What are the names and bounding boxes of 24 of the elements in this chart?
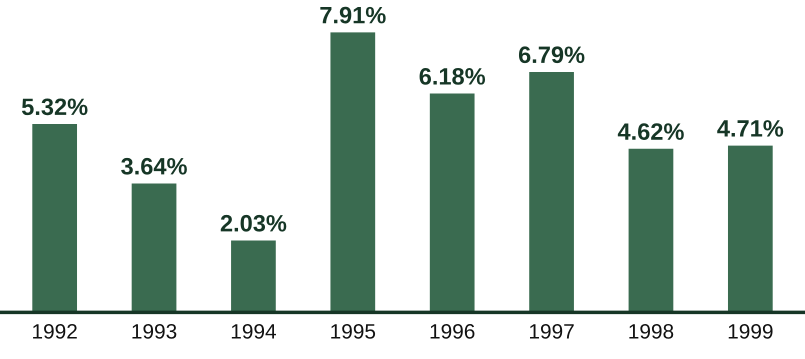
bar [231,240,276,312]
data-label: 4.71% [717,120,784,137]
bar [529,72,574,312]
x-tick-label: 1994 [232,324,276,339]
x-tick-label: 1999 [728,324,773,339]
bar [132,183,176,312]
bar [330,32,376,312]
x-tick-label: 1995 [331,324,376,339]
x-tick-label: 1992 [33,324,77,339]
data-label: 5.32% [22,98,88,116]
data-label: 4.62% [618,123,684,140]
data-label: 7.91% [320,6,386,24]
x-tick-label: 1996 [430,324,474,339]
bar [628,148,674,312]
data-label: 6.79% [518,46,584,64]
bar [430,94,475,312]
data-label: 3.64% [121,158,187,175]
x-tick-label: 1998 [629,324,674,339]
bar [32,124,78,312]
bar [728,146,773,312]
x-tick-label: 1997 [530,324,574,339]
data-label: 6.18% [420,68,486,85]
x-tick-label: 1993 [132,324,176,339]
data-label: 2.03% [220,214,286,232]
